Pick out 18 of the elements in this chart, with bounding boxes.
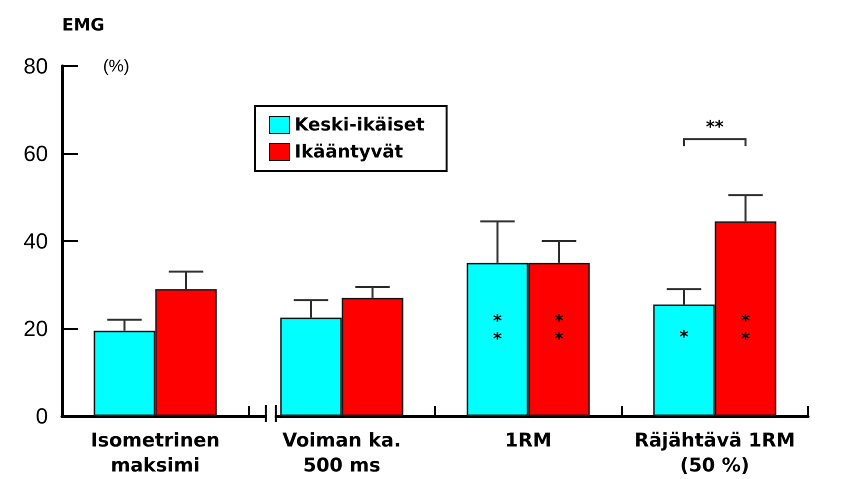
annotation: (%) <box>103 56 130 76</box>
legend-label: Keski-ikäiset <box>294 114 426 136</box>
y-tick-label: 80 <box>24 54 48 78</box>
annotation: * * <box>741 312 750 350</box>
y-tick-label: 20 <box>24 316 48 341</box>
annotation: ** <box>706 118 724 138</box>
x-tick-label: 1RM <box>504 430 552 452</box>
y-axis-title: EMG <box>62 16 104 36</box>
legend-label: Ikääntyvät <box>294 142 404 162</box>
annotation: * * <box>554 312 564 350</box>
x-tick-label: Voiman ka. 500 ms <box>282 430 402 476</box>
annotation: * * <box>493 312 502 350</box>
y-tick-label: 0 <box>36 404 48 428</box>
y-tick-label: 60 <box>24 141 48 166</box>
x-tick-label: Räjähtävä 1RM (50 %) <box>634 430 796 476</box>
y-tick-label: 40 <box>24 228 48 254</box>
annotation: * <box>680 327 689 348</box>
x-tick-label: Isometrinen maksimi <box>90 430 220 476</box>
